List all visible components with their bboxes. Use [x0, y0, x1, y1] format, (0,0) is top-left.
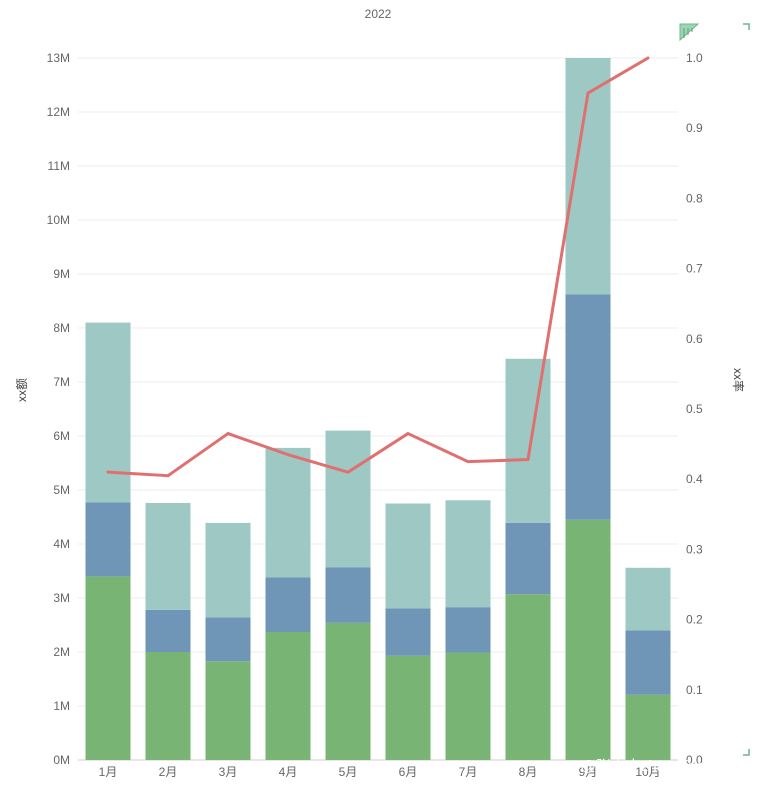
line-point[interactable] — [166, 474, 170, 478]
x-tick-label: 3月 — [219, 765, 238, 779]
bar-segment[interactable] — [445, 652, 491, 760]
y-left-tick-label: 0M — [53, 753, 70, 767]
y-right-tick-label: 0.0 — [686, 753, 703, 767]
chart-title: 2022 — [365, 7, 392, 21]
y-left-tick-label: 2M — [53, 645, 70, 659]
x-tick-label: 1月 — [99, 765, 118, 779]
bar-segment[interactable] — [205, 522, 251, 618]
x-tick-label: 7月 — [459, 765, 478, 779]
toolbar-icon[interactable] — [679, 23, 700, 42]
line-point[interactable] — [586, 91, 590, 95]
bar-segment[interactable] — [325, 430, 371, 568]
bar-segment[interactable] — [145, 502, 191, 610]
bar-segment[interactable] — [385, 503, 431, 609]
bar-segment[interactable] — [265, 447, 311, 578]
y-right-tick-label: 0.2 — [686, 613, 703, 627]
y-left-tick-label: 5M — [53, 483, 70, 497]
x-tick-label: 4月 — [279, 765, 298, 779]
line-path[interactable] — [107, 56, 649, 478]
y-left-tick-label: 7M — [53, 375, 70, 389]
y-left-tick-label: 10M — [47, 213, 70, 227]
bar-segment[interactable] — [625, 630, 671, 695]
line-point[interactable] — [286, 453, 290, 457]
y-right-tick-label: 0.9 — [686, 121, 703, 135]
bar-segment[interactable] — [385, 608, 431, 656]
y-left-tick-label: 11M — [48, 159, 70, 173]
bar-segment[interactable] — [625, 694, 671, 760]
bar-segment[interactable] — [505, 594, 551, 760]
bar-segment[interactable] — [85, 576, 131, 760]
left-axis: 0M 1M 2M 3M 4M 5M 6M 7M 8M 9M 10M 11M 12M 13M — [47, 51, 70, 767]
x-axis: 1月 2月 3月 4月 5月 6月 7月 8月 9月 10月 — [99, 765, 661, 779]
line-point[interactable] — [346, 470, 350, 474]
bar-segment[interactable] — [205, 661, 251, 760]
line-point[interactable] — [526, 458, 530, 462]
right-axis: 0.0 0.1 0.2 0.3 0.4 0.5 0.6 0.7 0.8 0.9 1.0 — [686, 51, 703, 767]
y-right-tick-label: 0.4 — [686, 472, 703, 486]
y-left-tick-label: 1M — [53, 699, 70, 713]
line-point[interactable] — [226, 432, 230, 436]
y-left-tick-label: 4M — [53, 537, 70, 551]
watermark: CSDN @张六十zhangliushi — [534, 758, 716, 775]
y-left-tick-label: 6M — [53, 429, 70, 443]
bar-segment[interactable] — [325, 622, 371, 760]
bar-segment[interactable] — [565, 519, 611, 760]
line-series — [106, 56, 650, 478]
y-right-tick-label: 0.5 — [686, 402, 703, 416]
y-right-tick-label: 0.1 — [686, 683, 703, 697]
x-tick-label: 9月 — [579, 765, 598, 779]
y-left-tick-label: 8M — [53, 321, 70, 335]
y-axis-left-title: xx额 — [15, 378, 29, 402]
bar-segment[interactable] — [625, 567, 671, 631]
y-right-tick-label: 0.8 — [686, 191, 703, 205]
bar-segment[interactable] — [505, 522, 551, 595]
x-tick-label: 2月 — [159, 765, 178, 779]
y-axis-right-title: xx率 — [731, 368, 746, 392]
bar-segment[interactable] — [205, 617, 251, 662]
bar-segment[interactable] — [565, 294, 611, 520]
y-left-tick-label: 3M — [53, 591, 70, 605]
bar-segment[interactable] — [85, 322, 131, 503]
y-left-tick-label: 12M — [47, 105, 70, 119]
y-left-tick-label: 9M — [53, 267, 70, 281]
y-right-tick-label: 1.0 — [686, 51, 703, 65]
bar-segment[interactable] — [85, 502, 131, 577]
y-right-tick-label: 0.3 — [686, 542, 703, 556]
x-tick-label: 5月 — [339, 765, 358, 779]
line-point[interactable] — [466, 460, 470, 464]
bar-segment[interactable] — [265, 577, 311, 633]
bar-segment[interactable] — [445, 500, 491, 608]
line-point[interactable] — [646, 56, 650, 60]
bar-segment[interactable] — [145, 609, 191, 652]
x-tick-label: 10月 — [635, 765, 660, 779]
x-tick-label: 6月 — [399, 765, 418, 779]
x-tick-label: 8月 — [519, 765, 538, 779]
line-point[interactable] — [106, 470, 110, 474]
bar-segment[interactable] — [505, 358, 551, 523]
line-point[interactable] — [406, 432, 410, 436]
y-right-tick-label: 0.7 — [686, 262, 703, 276]
bars — [85, 58, 671, 760]
bar-segment[interactable] — [325, 567, 371, 623]
bar-segment[interactable] — [445, 607, 491, 653]
bar-segment[interactable] — [265, 632, 311, 760]
y-left-tick-label: 13M — [47, 51, 70, 65]
bar-segment[interactable] — [385, 655, 431, 760]
bar-segment[interactable] — [145, 652, 191, 760]
corner-mark-icon — [743, 23, 750, 30]
corner-mark-icon — [743, 749, 750, 756]
y-right-tick-label: 0.6 — [686, 332, 703, 346]
